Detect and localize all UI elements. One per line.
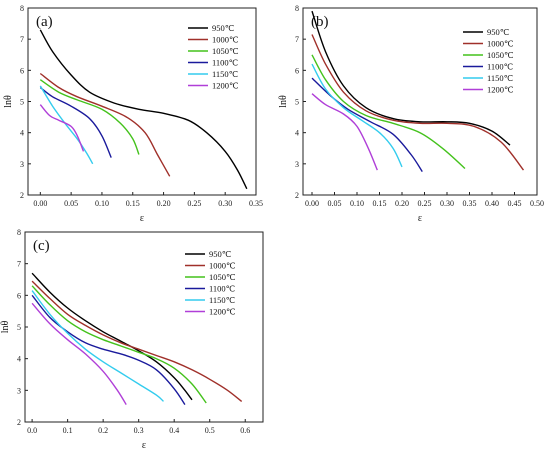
legend-entry: 1050℃ bbox=[212, 46, 239, 56]
chart-panel-0: 2 3 4 5 6 7 8 0.00 0.05 0.10 0.15 0.20 0.25 0.30 0.35 ε… bbox=[3, 4, 263, 224]
y-tick-label: 6 bbox=[295, 66, 299, 75]
series-line-0 bbox=[31, 272, 193, 401]
x-tick-label: 0.25 bbox=[187, 199, 201, 208]
series-line-4 bbox=[31, 290, 164, 402]
x-tick-label: 0.10 bbox=[350, 199, 364, 208]
x-tick-label: 0.6 bbox=[240, 426, 250, 435]
y-tick-label: 4 bbox=[295, 129, 299, 138]
y-tick-label: 8 bbox=[17, 228, 21, 237]
y-tick-label: 3 bbox=[17, 386, 21, 395]
legend-entry: 1100℃ bbox=[487, 62, 514, 72]
legend-entry: 1000℃ bbox=[209, 261, 236, 271]
series-line-2 bbox=[31, 285, 207, 404]
legend-entry: 950℃ bbox=[212, 23, 235, 33]
x-tick-label: 0.3 bbox=[134, 426, 144, 435]
x-tick-label: 0.30 bbox=[218, 199, 232, 208]
panel-label: (c) bbox=[33, 238, 50, 254]
panel-label: (b) bbox=[311, 14, 329, 30]
x-tick-label: 0.40 bbox=[485, 199, 499, 208]
x-tick-label: 0.1 bbox=[63, 426, 73, 435]
x-tick-label: 0.10 bbox=[95, 199, 109, 208]
series-line-3 bbox=[31, 294, 186, 405]
chart-panel-1: 2 3 4 5 6 7 8 0.00 0.05 0.10 0.15 0.20 0.25 0.30 0.35 0… bbox=[278, 4, 544, 224]
y-tick-label: 2 bbox=[20, 191, 24, 200]
x-tick-label: 0.00 bbox=[305, 199, 319, 208]
series-line-5 bbox=[31, 302, 127, 405]
x-tick-label: 0.15 bbox=[126, 199, 140, 208]
legend-entry: 1000℃ bbox=[212, 35, 239, 45]
y-tick-label: 6 bbox=[20, 66, 24, 75]
legend-entry: 1100℃ bbox=[212, 58, 239, 68]
series-line-1 bbox=[39, 72, 171, 177]
legend-entry: 1150℃ bbox=[209, 295, 236, 305]
series-line-1 bbox=[311, 34, 525, 171]
x-tick-label: 0.20 bbox=[395, 199, 409, 208]
series-line-4 bbox=[39, 85, 94, 165]
y-tick-label: 7 bbox=[20, 35, 24, 44]
series-line-3 bbox=[39, 86, 112, 158]
series-line-4 bbox=[311, 63, 403, 168]
chart-panel-2: 2 3 4 5 6 7 8 0.0 0.1 0.2 0.3 0.4 0.5 0.6 ε lnθ (c) 950℃ 1… bbox=[0, 228, 264, 451]
legend-entry: 1000℃ bbox=[487, 39, 514, 49]
series-line-5 bbox=[39, 104, 85, 152]
y-axis-label: lnθ bbox=[0, 321, 11, 334]
legend-entry: 1200℃ bbox=[487, 85, 514, 95]
x-tick-label: 0.20 bbox=[157, 199, 171, 208]
panel-label: (a) bbox=[36, 14, 53, 30]
y-tick-label: 6 bbox=[17, 291, 21, 300]
y-tick-label: 4 bbox=[20, 129, 24, 138]
y-tick-label: 3 bbox=[20, 160, 24, 169]
x-tick-label: 0.30 bbox=[440, 199, 454, 208]
legend-entry: 1150℃ bbox=[212, 69, 239, 79]
x-tick-label: 0.00 bbox=[33, 199, 47, 208]
y-tick-label: 5 bbox=[20, 98, 24, 107]
y-axis-label: lnθ bbox=[3, 95, 14, 108]
series-line-5 bbox=[311, 93, 378, 171]
y-tick-label: 5 bbox=[17, 323, 21, 332]
y-tick-label: 7 bbox=[295, 35, 299, 44]
series-line-2 bbox=[39, 79, 140, 155]
y-tick-label: 7 bbox=[17, 260, 21, 269]
legend-entry: 1050℃ bbox=[487, 50, 514, 60]
series-line-0 bbox=[311, 10, 511, 146]
x-axis-label: ε bbox=[140, 213, 144, 224]
x-axis-label: ε bbox=[418, 213, 422, 224]
x-tick-label: 0.05 bbox=[328, 199, 342, 208]
x-tick-label: 0.35 bbox=[463, 199, 477, 208]
x-axis-label: ε bbox=[142, 440, 146, 451]
y-tick-label: 5 bbox=[295, 98, 299, 107]
x-tick-label: 0.2 bbox=[98, 426, 108, 435]
legend-entry: 1150℃ bbox=[487, 73, 514, 83]
legend-entry: 950℃ bbox=[487, 27, 510, 37]
y-tick-label: 8 bbox=[20, 4, 24, 13]
y-tick-label: 3 bbox=[295, 160, 299, 169]
y-axis-label: lnθ bbox=[278, 95, 289, 108]
legend-entry: 950℃ bbox=[209, 249, 232, 259]
series-line-2 bbox=[311, 54, 466, 170]
x-tick-label: 0.4 bbox=[169, 426, 179, 435]
x-tick-label: 0.15 bbox=[373, 199, 387, 208]
x-tick-label: 0.05 bbox=[64, 199, 78, 208]
x-tick-label: 0.25 bbox=[418, 199, 432, 208]
legend-entry: 1200℃ bbox=[212, 81, 239, 91]
x-tick-label: 0.45 bbox=[508, 199, 522, 208]
legend-entry: 1050℃ bbox=[209, 272, 236, 282]
series-line-1 bbox=[31, 280, 243, 402]
x-tick-label: 0.35 bbox=[249, 199, 263, 208]
x-tick-label: 0.0 bbox=[27, 426, 37, 435]
x-tick-label: 0.5 bbox=[205, 426, 215, 435]
y-tick-label: 4 bbox=[17, 355, 21, 364]
series-line-0 bbox=[39, 29, 248, 190]
x-tick-label: 0.50 bbox=[530, 199, 544, 208]
legend-entry: 1200℃ bbox=[209, 307, 236, 317]
y-tick-label: 2 bbox=[17, 418, 21, 427]
legend-entry: 1100℃ bbox=[209, 284, 236, 294]
y-tick-label: 8 bbox=[295, 4, 299, 13]
y-tick-label: 2 bbox=[295, 191, 299, 200]
